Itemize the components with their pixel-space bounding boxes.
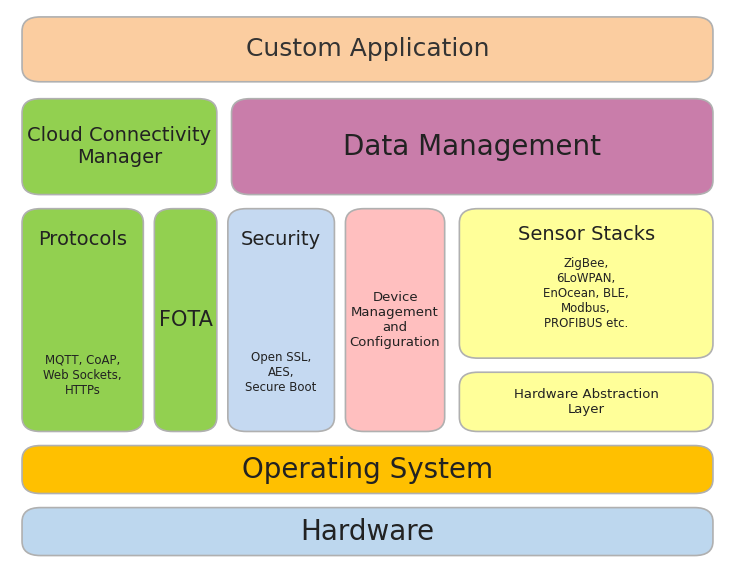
Text: Device
Management
and
Configuration: Device Management and Configuration [350, 291, 440, 349]
FancyBboxPatch shape [459, 372, 713, 431]
FancyBboxPatch shape [154, 209, 217, 431]
Text: Hardware: Hardware [301, 518, 434, 545]
FancyBboxPatch shape [228, 209, 334, 431]
FancyBboxPatch shape [459, 209, 713, 358]
Text: Open SSL,
AES,
Secure Boot: Open SSL, AES, Secure Boot [245, 351, 317, 394]
Text: Custom Application: Custom Application [245, 37, 490, 61]
FancyBboxPatch shape [22, 508, 713, 556]
FancyBboxPatch shape [22, 99, 217, 195]
Text: MQTT, CoAP,
Web Sockets,
HTTPs: MQTT, CoAP, Web Sockets, HTTPs [43, 354, 122, 396]
Text: Data Management: Data Management [343, 133, 601, 161]
Text: Protocols: Protocols [38, 230, 127, 249]
FancyBboxPatch shape [22, 446, 713, 494]
Text: FOTA: FOTA [159, 310, 212, 330]
FancyBboxPatch shape [232, 99, 713, 195]
Text: Hardware Abstraction
Layer: Hardware Abstraction Layer [514, 388, 659, 416]
FancyBboxPatch shape [22, 209, 143, 431]
Text: Sensor Stacks: Sensor Stacks [517, 224, 655, 244]
Text: ZigBee,
6LoWPAN,
EnOcean, BLE,
Modbus,
PROFIBUS etc.: ZigBee, 6LoWPAN, EnOcean, BLE, Modbus, P… [543, 257, 629, 330]
Text: Cloud Connectivity
Manager: Cloud Connectivity Manager [27, 126, 212, 167]
Text: Operating System: Operating System [242, 456, 493, 483]
Text: Security: Security [241, 230, 321, 249]
FancyBboxPatch shape [345, 209, 445, 431]
FancyBboxPatch shape [22, 17, 713, 82]
